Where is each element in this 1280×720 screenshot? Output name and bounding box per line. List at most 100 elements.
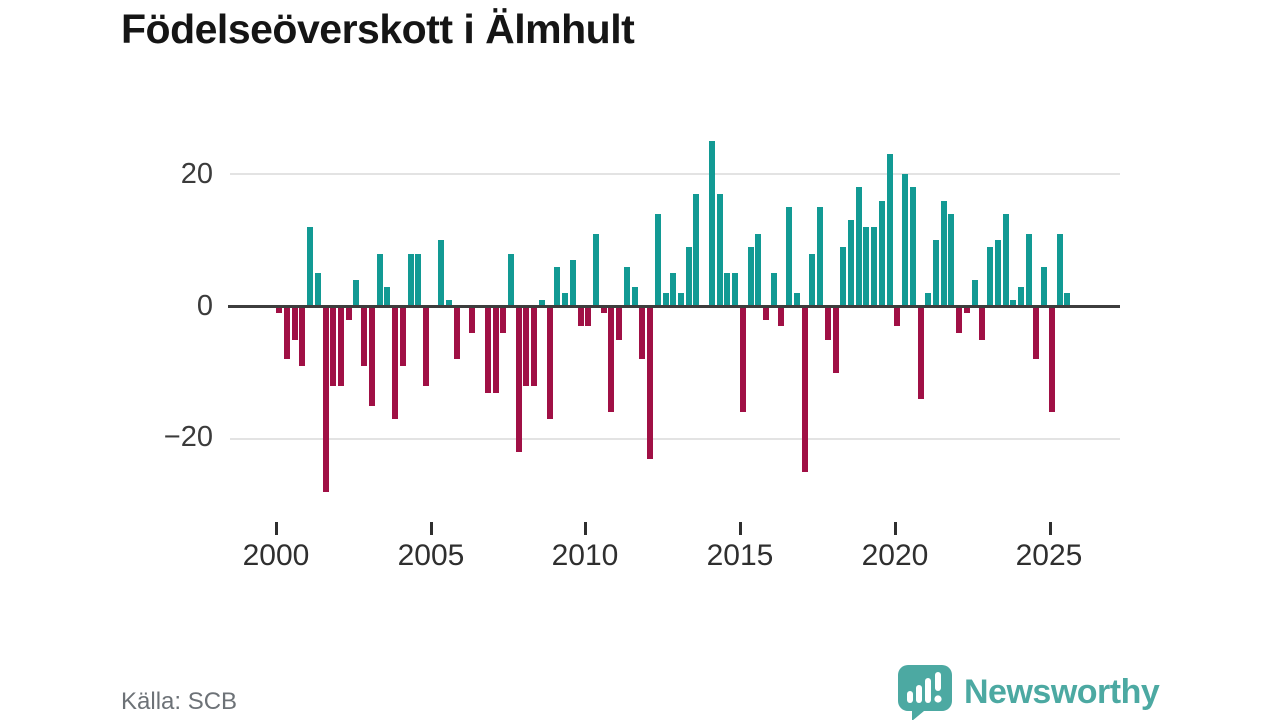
bar-2000-Q4	[299, 306, 306, 367]
bar-2000-Q1	[276, 306, 283, 314]
bar-2017-Q4	[824, 306, 831, 340]
bar-2024-Q3	[1033, 306, 1040, 360]
bar-2007-Q3	[508, 253, 514, 307]
x-axis-label-2005: 2005	[397, 539, 465, 572]
logo-bar-2	[916, 685, 922, 703]
bar-2004-Q2	[407, 253, 414, 307]
bar-2008-Q4	[546, 306, 553, 420]
bar-2003-Q4	[392, 306, 399, 420]
bar-2008-Q2	[531, 306, 538, 386]
bar-2009-Q1	[554, 266, 561, 307]
bar-2002-Q4	[361, 306, 368, 367]
bar-2005-Q4	[453, 306, 460, 360]
gridline-minus20	[230, 438, 1120, 440]
bar-2021-Q3	[940, 200, 947, 307]
bar-2015-Q3	[755, 233, 762, 307]
logo-exclamation-stem	[935, 672, 941, 691]
bar-2014-Q2	[716, 193, 723, 307]
bar-2012-Q2	[654, 213, 661, 307]
bar-2015-Q4	[763, 306, 769, 320]
bar-2010-Q3	[600, 306, 607, 314]
bar-2018-Q1	[832, 306, 839, 373]
bar-2011-Q2	[623, 266, 630, 307]
bar-2025-Q1	[1048, 306, 1055, 413]
bar-2008-Q1	[523, 306, 530, 386]
y-axis-label-20: 20	[180, 158, 213, 190]
logo-bar-1	[907, 691, 913, 703]
bar-2011-Q1	[616, 306, 623, 340]
bar-2001-Q2	[314, 273, 321, 307]
bar-2014-Q1	[708, 141, 715, 307]
bar-2023-Q4	[1010, 299, 1017, 307]
bar-2019-Q2	[871, 227, 878, 307]
bar-2013-Q2	[685, 246, 692, 307]
x-axis-label-2010: 2010	[551, 539, 619, 572]
bar-2001-Q1	[307, 227, 314, 307]
bar-2004-Q1	[399, 306, 406, 367]
bar-2023-Q1	[987, 246, 994, 307]
bar-2018-Q2	[840, 246, 847, 307]
bar-2025-Q3	[1064, 293, 1071, 307]
bar-2006-Q2	[469, 306, 476, 333]
bar-2020-Q2	[902, 174, 909, 307]
bar-2023-Q2	[994, 240, 1001, 307]
bar-2021-Q2	[932, 240, 939, 307]
bar-2013-Q3	[693, 193, 700, 307]
bar-2022-Q3	[971, 280, 978, 307]
bar-2012-Q3	[662, 293, 669, 307]
bar-2011-Q3	[631, 286, 638, 307]
bar-2017-Q2	[809, 253, 816, 307]
bar-2002-Q3	[353, 280, 360, 307]
x-axis-label-2020: 2020	[861, 539, 929, 572]
bar-2024-Q2	[1025, 233, 1032, 307]
bar-2014-Q3	[724, 273, 731, 307]
logo-bar-3	[925, 678, 931, 703]
bar-2004-Q4	[423, 306, 429, 386]
bar-2003-Q1	[368, 306, 375, 406]
x-tick-2015	[739, 522, 742, 535]
logo-exclamation-dot	[934, 695, 942, 703]
bar-2020-Q3	[909, 187, 916, 307]
bar-2015-Q1	[739, 306, 746, 413]
bar-2019-Q4	[886, 154, 893, 307]
bar-2023-Q3	[1002, 213, 1009, 307]
newsworthy-logo-icon	[898, 665, 952, 720]
bar-2011-Q4	[639, 306, 646, 360]
bar-2001-Q3	[322, 306, 329, 492]
bar-2022-Q2	[963, 306, 970, 314]
zero-axis-line	[228, 305, 1120, 308]
bar-2017-Q3	[817, 207, 824, 307]
bar-2022-Q1	[956, 306, 963, 333]
bar-2019-Q1	[863, 227, 870, 307]
bar-2005-Q3	[446, 299, 453, 307]
bar-2012-Q4	[670, 273, 677, 307]
bar-2025-Q2	[1056, 233, 1063, 307]
bar-2024-Q4	[1041, 266, 1048, 307]
y-axis-label-0: 0	[196, 290, 213, 322]
bar-2010-Q2	[593, 233, 599, 307]
bar-2018-Q4	[855, 187, 862, 307]
x-tick-2025	[1049, 522, 1052, 535]
bar-2000-Q2	[283, 306, 290, 360]
x-axis-label-2000: 2000	[242, 539, 310, 572]
bar-2016-Q3	[786, 207, 793, 307]
bar-2015-Q2	[747, 246, 754, 307]
bar-2004-Q3	[415, 253, 422, 307]
gridline-20	[230, 173, 1120, 175]
bar-2010-Q4	[608, 306, 615, 413]
y-axis-label-minus20: −20	[163, 421, 213, 453]
bar-2009-Q4	[577, 306, 584, 327]
x-axis-label-2025: 2025	[1015, 539, 1083, 572]
bar-2003-Q2	[376, 253, 383, 307]
bar-2006-Q4	[484, 306, 491, 393]
x-axis-label-2015: 2015	[706, 539, 774, 572]
x-tick-2020	[894, 522, 897, 535]
bar-2017-Q1	[801, 306, 808, 472]
newsworthy-logo-text: Newsworthy	[964, 673, 1160, 711]
bar-2012-Q1	[647, 306, 654, 459]
bar-2021-Q4	[948, 213, 955, 307]
bar-2009-Q2	[562, 293, 569, 307]
bar-2008-Q3	[538, 299, 545, 307]
